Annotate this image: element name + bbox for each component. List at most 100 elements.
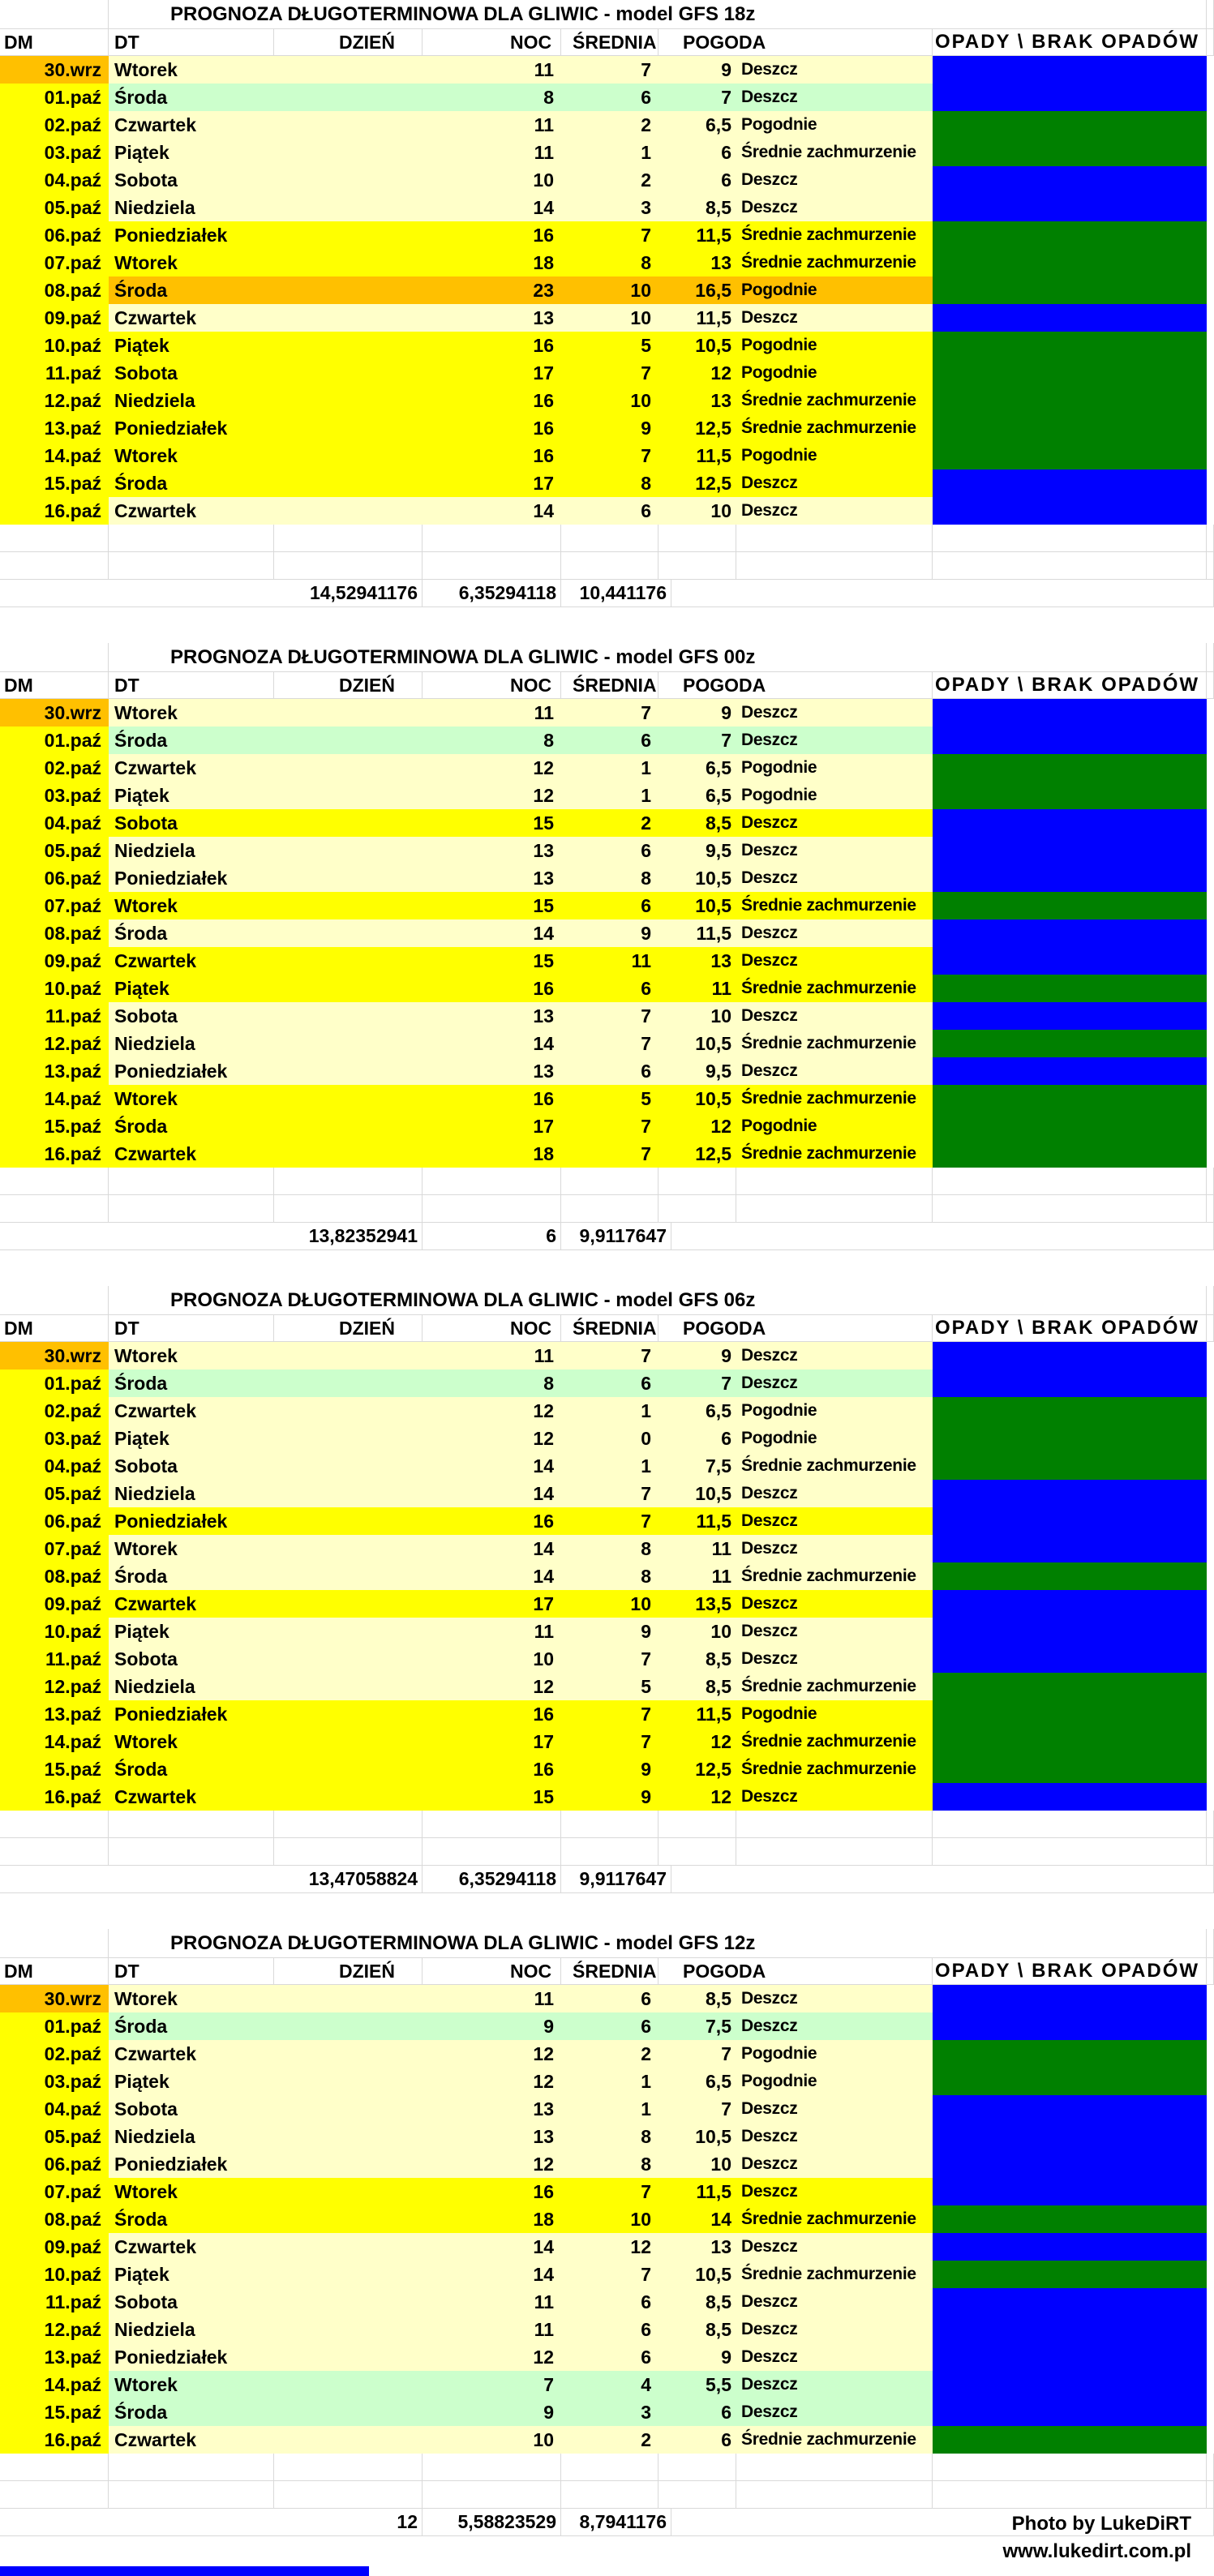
night-temp-cell: 6: [561, 837, 658, 864]
filler-cell: [274, 1755, 423, 1783]
weekday-cell: Piątek: [109, 2068, 274, 2095]
rows-container: 30.wrz Wtorek 11 6 8,5 Deszcz 01.paź Śro…: [0, 1985, 1214, 2454]
day-temp-cell: 13: [423, 864, 561, 892]
date-cell: 12.paź: [0, 2316, 109, 2343]
grid-cell: [109, 1838, 274, 1866]
precip-indicator: [933, 2316, 1207, 2343]
filler-cell: [274, 1985, 423, 2012]
night-temp-cell: 1: [561, 2095, 658, 2123]
grid-cell: [1207, 2012, 1214, 2040]
grid-cell: [658, 2454, 736, 2481]
filler-cell: [274, 809, 423, 837]
weather-cell: Deszcz: [736, 2288, 933, 2316]
weekday-cell: Sobota: [109, 1452, 274, 1480]
night-temp-cell: 6: [561, 2343, 658, 2371]
night-temp-cell: 7: [561, 1112, 658, 1140]
forecast-row: 12.paź Niedziela 16 10 13 Średnie zachmu…: [0, 387, 1214, 414]
night-temp-cell: 8: [561, 469, 658, 497]
weather-cell: Pogodnie: [736, 1397, 933, 1425]
date-cell: 14.paź: [0, 1728, 109, 1755]
day-temp-cell: 12: [423, 1397, 561, 1425]
grid-cell: [1207, 1140, 1214, 1168]
forecast-row: 30.wrz Wtorek 11 7 9 Deszcz: [0, 1342, 1214, 1369]
night-temp-cell: 1: [561, 754, 658, 782]
night-temp-cell: 10: [561, 1590, 658, 1618]
filler-cell: [274, 1783, 423, 1811]
avg-temp-cell: 12,5: [658, 469, 736, 497]
section-title: PROGNOZA DŁUGOTERMINOWA DLA GLIWIC - mod…: [109, 0, 1207, 29]
date-cell: 30.wrz: [0, 1342, 109, 1369]
precip-indicator: [933, 414, 1207, 442]
grid-cell: [0, 1893, 109, 1929]
avg-temp-cell: 7: [658, 2095, 736, 2123]
forecast-row: 15.paź Środa 16 9 12,5 Średnie zachmurze…: [0, 1755, 1214, 1783]
weather-cell: Deszcz: [736, 947, 933, 975]
filler-cell: [274, 2261, 423, 2288]
date-cell: 13.paź: [0, 2343, 109, 2371]
col-header-weather: POGODA: [658, 1958, 933, 1985]
filler-cell: [274, 864, 423, 892]
grid-cell: [1207, 1673, 1214, 1700]
col-header-day: DZIEŃ: [274, 1958, 423, 1985]
precip-indicator: [933, 1112, 1207, 1140]
filler-cell: [274, 304, 423, 332]
precip-indicator: [933, 1452, 1207, 1480]
night-temp-cell: 6: [561, 497, 658, 525]
date-cell: 03.paź: [0, 782, 109, 809]
filler-cell: [274, 1425, 423, 1452]
avg-temp-cell: 11: [658, 1562, 736, 1590]
weather-cell: Średnie zachmurzenie: [736, 1673, 933, 1700]
forecast-row: 16.paź Czwartek 14 6 10 Deszcz: [0, 497, 1214, 525]
day-temp-cell: 12: [423, 2343, 561, 2371]
weekday-cell: Czwartek: [109, 1783, 274, 1811]
weekday-cell: Niedziela: [109, 1480, 274, 1507]
avg-temp-cell: 11,5: [658, 1507, 736, 1535]
forecast-row: 01.paź Środa 8 6 7 Deszcz: [0, 84, 1214, 111]
weekday-cell: Poniedziałek: [109, 1700, 274, 1728]
filler-cell: [274, 1562, 423, 1590]
grid-cell: [1207, 1112, 1214, 1140]
col-header-avg: ŚREDNIA: [561, 1315, 658, 1342]
filler-cell: [274, 497, 423, 525]
grid-cell: [933, 552, 1207, 580]
day-temp-cell: 14: [423, 2233, 561, 2261]
date-cell: 09.paź: [0, 947, 109, 975]
date-cell: 09.paź: [0, 2233, 109, 2261]
grid-cell: [274, 2454, 423, 2481]
forecast-row: 03.paź Piątek 12 1 6,5 Pogodnie: [0, 782, 1214, 809]
grid-cell: [1207, 2261, 1214, 2288]
date-cell: 04.paź: [0, 1452, 109, 1480]
night-temp-cell: 1: [561, 1452, 658, 1480]
date-cell: 07.paź: [0, 249, 109, 276]
grid-cell: [423, 525, 561, 552]
avg-temp-cell: 7: [658, 84, 736, 111]
empty-row: [0, 2454, 1214, 2481]
avg-temp-cell: 9,5: [658, 837, 736, 864]
day-temp-cell: 14: [423, 497, 561, 525]
precip-indicator: [933, 1507, 1207, 1535]
grid-cell: [1207, 2040, 1214, 2068]
forecast-row: 14.paź Wtorek 16 5 10,5 Średnie zachmurz…: [0, 1085, 1214, 1112]
day-temp-cell: 16: [423, 387, 561, 414]
filler-cell: [274, 84, 423, 111]
precip-indicator: [933, 497, 1207, 525]
precip-indicator: [933, 304, 1207, 332]
grid-cell: [423, 1195, 561, 1223]
grid-cell: [1207, 0, 1214, 29]
forecast-row: 09.paź Czwartek 13 10 11,5 Deszcz: [0, 304, 1214, 332]
night-temp-cell: 0: [561, 1425, 658, 1452]
date-cell: 11.paź: [0, 1645, 109, 1673]
weekday-cell: Czwartek: [109, 947, 274, 975]
day-temp-cell: 8: [423, 84, 561, 111]
grid-cell: [0, 1838, 109, 1866]
grid-cell: [561, 1168, 658, 1195]
filler-cell: [274, 1728, 423, 1755]
date-cell: 13.paź: [0, 1700, 109, 1728]
forecast-row: 09.paź Czwartek 14 12 13 Deszcz: [0, 2233, 1214, 2261]
weekday-cell: Sobota: [109, 1645, 274, 1673]
column-header-row: DM DT DZIEŃ NOC ŚREDNIA POGODA OPADY \ B…: [0, 1315, 1214, 1342]
weekday-cell: Wtorek: [109, 1342, 274, 1369]
grid-cell: [736, 1195, 933, 1223]
website-link[interactable]: www.lukedirt.com.pl: [1002, 2540, 1191, 2562]
